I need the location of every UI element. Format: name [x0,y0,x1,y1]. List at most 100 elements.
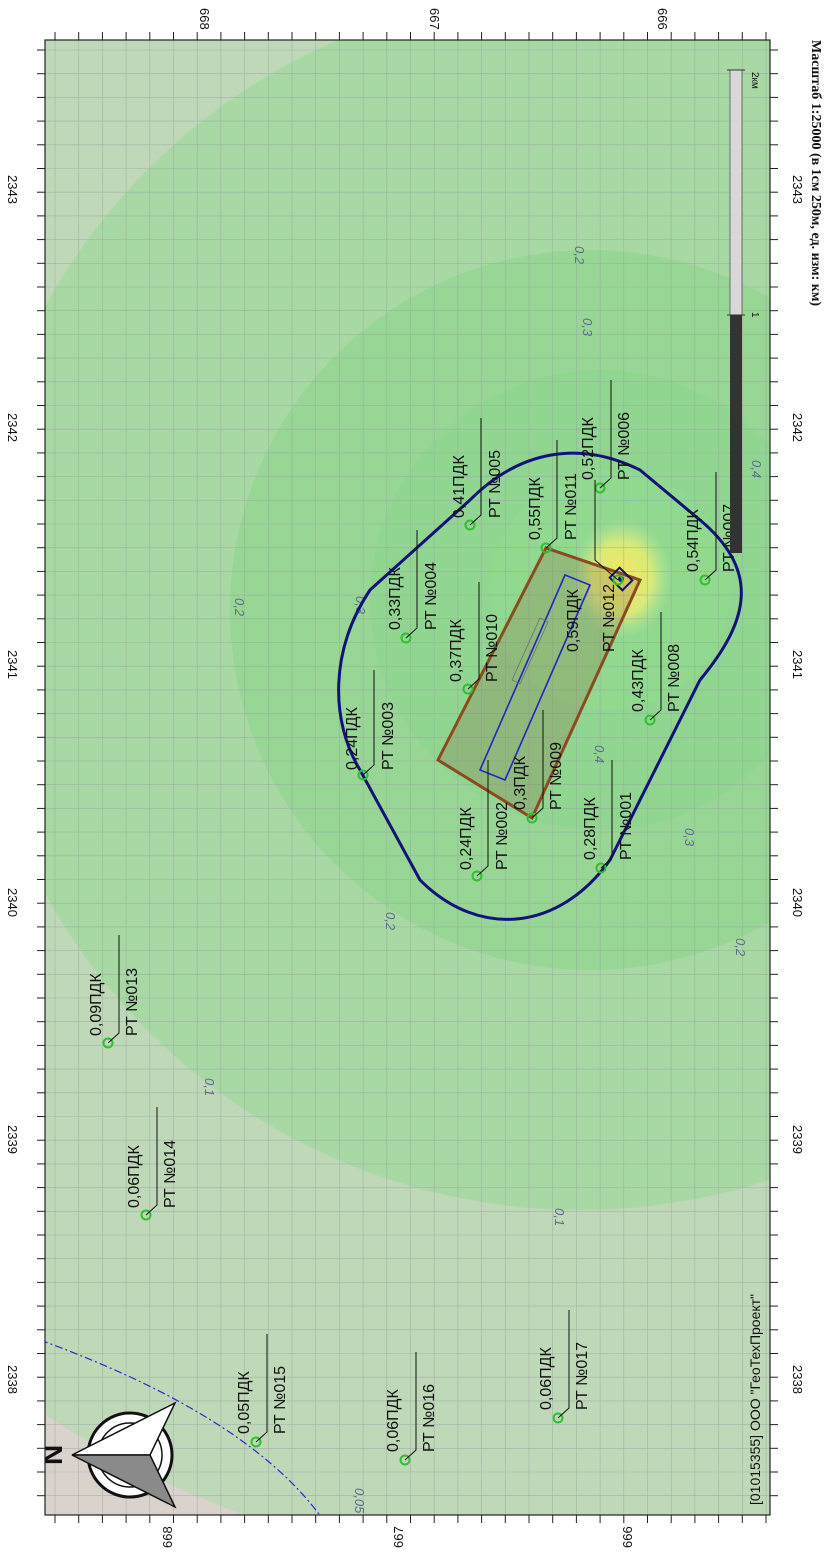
point-marker-003 [357,769,369,781]
isoline-label: 0,05 [352,1488,367,1514]
north-arrow-icon: N [37,1401,177,1509]
isoline-label: 0,2 [383,912,398,931]
axis-bottom-label: 666 [620,1526,635,1548]
isoline-label: 0,4 [749,460,764,478]
isoline-label: 0,2 [232,598,247,617]
point-value-007: 0,54ПДК [685,509,702,572]
point-marker-015 [250,1436,262,1448]
isoline-label: 0,1 [202,1078,217,1096]
axis-top-label: 668 [197,8,212,30]
point-name-004: РТ №004 [423,562,440,630]
point-value-013: 0,09ПДК [88,973,105,1036]
point-marker-016 [399,1454,411,1466]
isoline-0-05 [45,1341,321,1515]
frame-ticks [37,32,778,1523]
scale-text: Масштаб 1:25000 (в 1см 250м, ед. изм: км… [808,40,823,306]
point-marker-004 [400,632,412,644]
compass-north-label: N [37,1445,68,1465]
point-name-017: РТ №017 [574,1342,591,1410]
scale-bar-end-label: 2км [749,72,760,89]
point-name-010: РТ №010 [484,614,501,682]
point-value-002: 0,24ПДК [458,807,475,870]
point-marker-017 [552,1412,564,1424]
point-marker-001 [595,862,607,874]
point-name-014: РТ №014 [162,1140,179,1208]
point-name-008: РТ №008 [666,644,683,712]
copyright-text: [01015355] ООО "ГеоТехПроект" [747,1294,763,1505]
isoline-label: 0,1 [552,1208,567,1226]
point-name-015: РТ №015 [272,1366,289,1434]
point-marker-011 [540,542,552,554]
sanitary-zone-boundary [337,451,743,921]
point-name-001: РТ №001 [618,792,635,860]
axis-left-label: 2343 [5,175,20,204]
point-name-002: РТ №002 [494,802,511,870]
point-value-006: 0,52ПДК [580,417,597,480]
isoline-label: 0,4 [592,745,607,763]
point-value-017: 0,06ПДК [538,1347,555,1410]
point-marker-005 [464,519,476,531]
point-value-003: 0,24ПДК [344,707,361,770]
label-leaders [107,380,717,1461]
point-marker-007 [699,574,711,586]
axis-left-label: 2341 [5,650,20,679]
axis-bottom-label: 667 [391,1526,406,1548]
axis-right-label: 2340 [790,888,805,917]
axis-bottom: 668 667 666 [160,1526,635,1548]
axis-right: 2343 2342 2341 2340 2339 2338 [790,175,805,1394]
zone-0-3 [370,370,770,830]
point-value-016: 0,06ПДК [385,1389,402,1452]
point-name-013: РТ №013 [124,968,141,1036]
point-name-003: РТ №003 [380,702,397,770]
axis-left-label: 2338 [5,1365,20,1394]
axis-top-label: 667 [427,8,442,30]
point-value-008: 0,43ПДК [630,649,647,712]
point-value-001: 0,28ПДК [582,797,599,860]
point-value-011: 0,55ПДК [527,477,544,540]
axis-left: 2343 2342 2341 2340 2339 2338 [5,175,20,1394]
axis-right-label: 2342 [790,413,805,442]
point-name-012: РТ №012 [601,584,618,652]
point-marker-002 [471,870,483,882]
axis-bottom-label: 668 [160,1526,175,1548]
axis-left-label: 2339 [5,1125,20,1154]
axis-top-label: 666 [655,8,670,30]
isoline-label: 0,3 [580,318,595,337]
zone-0-2 [230,250,770,970]
point-value-012: 0,59ПДК [565,589,582,652]
axis-left-label: 2342 [5,413,20,442]
scale-bar: 2км 1 [727,69,760,553]
isoline-label: 0,3 [682,828,697,847]
point-marker-013 [102,1037,114,1049]
control-point-labels: 0,28ПДК РТ №001 0,24ПДК РТ №002 0,24ПДК … [88,412,738,1452]
isoline-label: 0,2 [572,246,587,265]
point-marker-012 [612,574,624,586]
isoline-label: 0,2 [733,938,748,957]
point-marker-009 [526,812,538,824]
point-value-009: 0,3ПДК [512,755,529,810]
axis-right-label: 2341 [790,650,805,679]
map-frame [44,39,771,1516]
point-name-006: РТ №006 [616,412,633,480]
control-points [102,482,711,1466]
scale-bar-mid-label: 1 [749,312,760,318]
axis-right-label: 2339 [790,1125,805,1154]
site-inner-area [478,573,592,782]
site-detail [511,617,549,685]
point-name-009: РТ №009 [548,742,565,810]
point-value-005: 0,41ПДК [451,455,468,518]
point-value-014: 0,06ПДК [126,1145,143,1208]
axis-left-label: 2340 [5,888,20,917]
point-name-011: РТ №011 [563,473,580,540]
point-marker-008 [644,714,656,726]
axis-right-label: 2338 [790,1365,805,1394]
point-value-010: 0,37ПДК [448,619,465,682]
point-value-015: 0,05ПДК [236,1371,253,1434]
point-value-004: 0,33ПДК [387,567,404,630]
point-name-005: РТ №005 [487,450,504,518]
point-marker-014 [140,1209,152,1221]
point-name-016: РТ №016 [421,1384,438,1452]
axis-right-label: 2343 [790,175,805,204]
